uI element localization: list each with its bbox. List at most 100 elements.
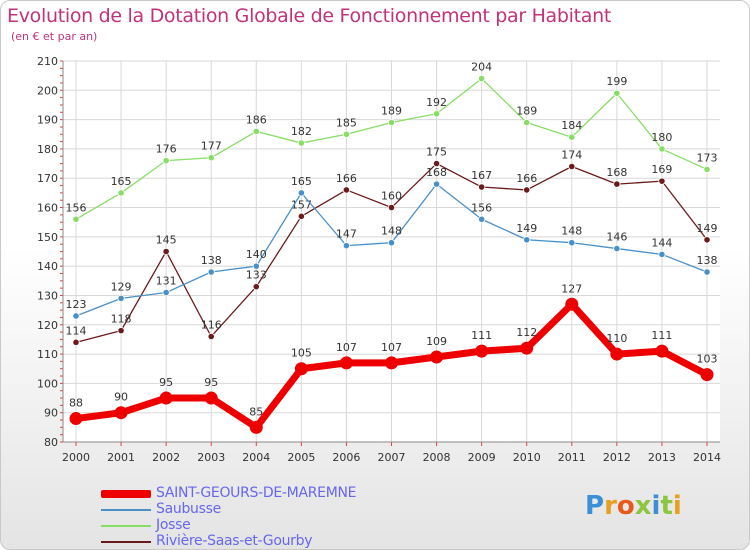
data-point-rivi-re-saas-et-gourby: [568, 162, 576, 171]
data-label-saint-geours-de-maremne: 109: [426, 335, 447, 348]
data-label-rivi-re-saas-et-gourby: 118: [111, 313, 132, 326]
data-point-saint-geours-de-maremne: [430, 350, 444, 364]
logo-letter: r: [604, 491, 617, 521]
data-label-josse: 182: [291, 125, 312, 138]
data-point-saint-geours-de-maremne: [69, 412, 83, 426]
data-point-rivi-re-saas-et-gourby: [523, 186, 531, 194]
y-tick-label: 100: [37, 377, 58, 390]
data-point-saint-geours-de-maremne: [249, 420, 263, 434]
data-point-rivi-re-saas-et-gourby: [387, 203, 396, 212]
data-point-saint-geours-de-maremne: [610, 347, 624, 361]
y-tick-label: 120: [37, 319, 58, 332]
x-tick-label: 2003: [197, 451, 225, 464]
data-point-saubusse: [117, 294, 125, 302]
data-point-rivi-re-saas-et-gourby: [432, 159, 441, 168]
x-tick-label: 2007: [378, 451, 406, 464]
data-label-josse: 165: [111, 175, 132, 188]
data-point-saubusse: [207, 268, 215, 276]
data-label-saint-geours-de-maremne: 107: [336, 341, 357, 354]
data-label-saint-geours-de-maremne: 88: [69, 397, 83, 410]
x-tick-label: 2010: [513, 451, 541, 464]
data-point-josse: [478, 74, 486, 83]
data-label-saubusse: 138: [201, 254, 222, 267]
data-point-saubusse: [478, 215, 486, 223]
data-point-saubusse: [387, 239, 396, 247]
x-tick-label: 2000: [62, 451, 90, 464]
logo-letter: P: [585, 491, 605, 521]
y-tick-label: 210: [37, 55, 58, 68]
data-point-saubusse: [658, 250, 666, 259]
legend-swatch-saubusse: [101, 509, 151, 511]
x-tick-label: 2004: [242, 451, 270, 464]
data-point-saubusse: [297, 189, 305, 197]
data-point-josse: [342, 130, 351, 138]
legend-label-saint-geours: SAINT-GEOURS-DE-MAREMNE: [156, 485, 357, 501]
logo-letter: i: [672, 491, 682, 521]
data-point-saubusse: [342, 242, 351, 250]
data-label-rivi-re-saas-et-gourby: 169: [651, 163, 672, 176]
data-point-rivi-re-saas-et-gourby: [658, 177, 666, 185]
logo-letter: i: [651, 491, 661, 521]
data-point-saint-geours-de-maremne: [159, 391, 173, 405]
data-label-saubusse: 129: [111, 280, 132, 293]
data-label-josse: 186: [246, 113, 267, 126]
chart-title: Evolution de la Dotation Globale de Fonc…: [7, 5, 612, 27]
data-point-josse: [658, 145, 666, 153]
data-label-saint-geours-de-maremne: 127: [561, 282, 582, 295]
data-label-rivi-re-saas-et-gourby: 149: [697, 222, 718, 235]
data-label-rivi-re-saas-et-gourby: 174: [561, 149, 582, 162]
data-point-josse: [297, 139, 305, 147]
data-label-saubusse: 148: [381, 225, 402, 238]
y-tick-label: 180: [37, 143, 58, 156]
data-point-josse: [568, 133, 576, 141]
data-label-saubusse: 123: [66, 298, 87, 311]
data-point-josse: [117, 189, 125, 197]
data-label-rivi-re-saas-et-gourby: 116: [201, 318, 222, 331]
y-tick-label: 150: [37, 231, 58, 244]
data-label-rivi-re-saas-et-gourby: 160: [381, 190, 402, 203]
data-point-josse: [252, 127, 260, 135]
data-point-rivi-re-saas-et-gourby: [703, 236, 711, 244]
y-tick-label: 90: [44, 407, 58, 420]
data-point-josse: [703, 165, 711, 174]
data-point-saubusse: [523, 236, 531, 244]
y-tick-label: 200: [37, 84, 58, 97]
data-point-saint-geours-de-maremne: [520, 341, 534, 355]
data-point-josse: [613, 89, 621, 97]
x-tick-label: 2012: [603, 451, 631, 464]
data-label-josse: 199: [606, 75, 627, 88]
data-label-rivi-re-saas-et-gourby: 168: [606, 166, 627, 179]
data-point-saubusse: [252, 262, 260, 270]
data-point-saubusse: [613, 244, 621, 253]
data-label-saubusse: 138: [697, 254, 718, 267]
data-point-saint-geours-de-maremne: [294, 362, 308, 376]
y-tick-label: 160: [37, 202, 58, 215]
data-point-josse: [162, 157, 170, 165]
data-point-josse: [387, 118, 396, 127]
data-point-saint-geours-de-maremne: [475, 344, 489, 358]
x-tick-label: 2011: [558, 451, 586, 464]
data-label-rivi-re-saas-et-gourby: 166: [516, 172, 537, 185]
y-tick-label: 80: [44, 436, 58, 449]
x-tick-label: 2001: [107, 451, 135, 464]
data-label-josse: 189: [516, 105, 537, 118]
data-point-saint-geours-de-maremne: [204, 391, 218, 405]
data-label-josse: 204: [471, 61, 492, 74]
data-label-josse: 177: [201, 140, 222, 153]
legend-swatch-josse: [101, 525, 151, 527]
logo-letter: o: [616, 491, 635, 521]
data-point-saubusse: [72, 312, 80, 320]
data-label-rivi-re-saas-et-gourby: 166: [336, 172, 357, 185]
data-label-saubusse: 156: [471, 201, 492, 214]
x-tick-label: 2009: [468, 451, 496, 464]
data-label-josse: 192: [426, 96, 447, 109]
data-label-saint-geours-de-maremne: 85: [249, 405, 263, 418]
data-label-saubusse: 149: [516, 222, 537, 235]
data-label-rivi-re-saas-et-gourby: 133: [246, 269, 267, 282]
y-tick-label: 130: [37, 289, 58, 302]
data-label-rivi-re-saas-et-gourby: 145: [156, 234, 177, 247]
data-point-rivi-re-saas-et-gourby: [72, 338, 80, 346]
data-label-rivi-re-saas-et-gourby: 167: [471, 169, 492, 182]
data-label-saint-geours-de-maremne: 110: [606, 332, 627, 345]
